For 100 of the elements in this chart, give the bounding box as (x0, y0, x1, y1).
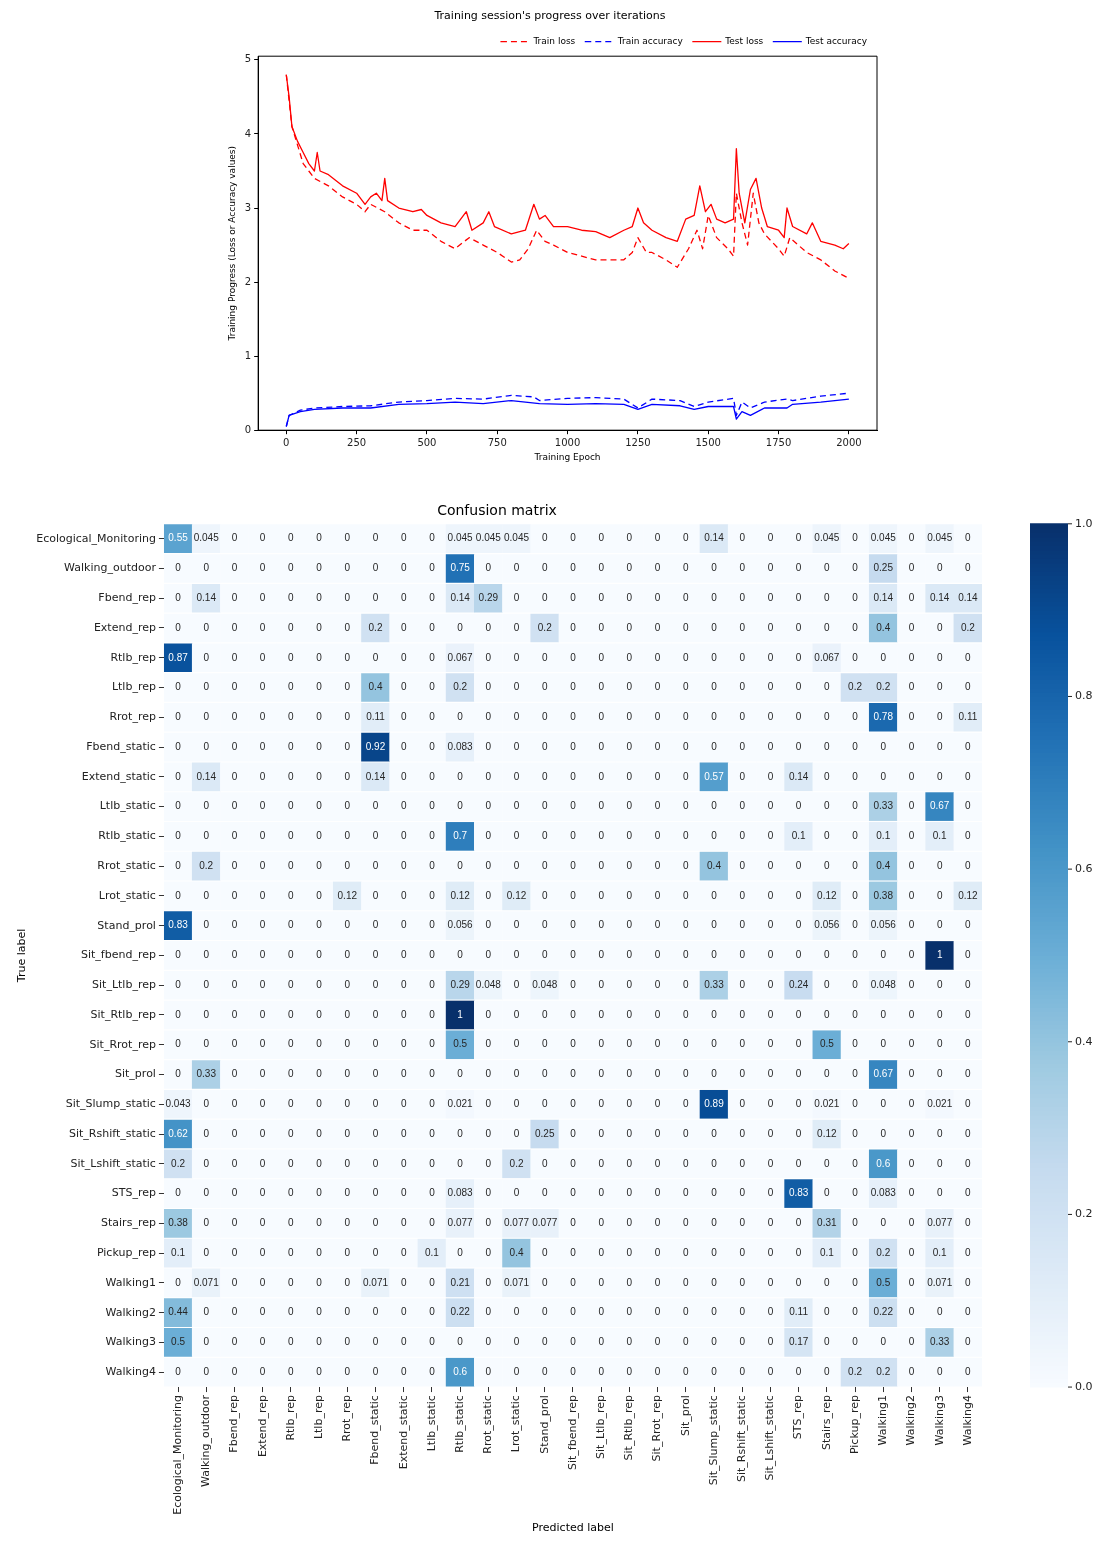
x-axis-title: Predicted label (532, 1521, 614, 1535)
data-label: 0 (598, 532, 605, 544)
data-label: 0.077 (447, 1217, 474, 1229)
data-label: 0 (654, 1008, 661, 1020)
data-label: 0 (316, 1157, 323, 1169)
data-label: 0 (316, 1217, 323, 1229)
y-tick-label: Fbend_rep (98, 591, 156, 605)
data-label: 0 (908, 1365, 915, 1377)
data-label: 0 (965, 1008, 972, 1020)
data-label: 0.12 (817, 889, 838, 901)
data-label: 0.14 (788, 770, 809, 782)
data-label: 0 (259, 532, 266, 544)
data-label: 0 (513, 1068, 520, 1080)
data-label: 0 (485, 740, 492, 752)
data-label: 0 (626, 621, 633, 633)
data-label: 0 (908, 562, 915, 574)
data-label: 0 (824, 740, 831, 752)
data-label: 0 (288, 681, 295, 693)
data-label: 0.045 (193, 532, 220, 544)
x-tick-label: Fbend_static (368, 1395, 382, 1465)
data-label: 0 (908, 1217, 915, 1229)
data-label: 0 (203, 740, 210, 752)
data-label: 0 (683, 1127, 690, 1139)
data-label: 0 (485, 919, 492, 931)
data-label: 0.12 (817, 1127, 838, 1139)
data-label: 0.2 (509, 1157, 524, 1169)
data-label: 0 (288, 711, 295, 723)
data-label: 0 (288, 651, 295, 663)
data-label: 0 (288, 770, 295, 782)
y-tick-label: Sit_Slump_static (65, 1097, 156, 1111)
data-label: 0 (175, 711, 182, 723)
data-label: 0 (400, 889, 407, 901)
data-label: 0 (683, 1008, 690, 1020)
data-label: 0 (852, 1217, 859, 1229)
data-label: 0 (767, 651, 774, 663)
data-label: 0 (316, 1365, 323, 1377)
data-label: 0 (598, 1306, 605, 1318)
data-label: 0.11 (366, 711, 386, 723)
data-label: 0 (795, 1246, 802, 1258)
data-label: 0 (570, 1038, 577, 1050)
data-label: 0 (485, 1276, 492, 1288)
data-label: 0 (852, 919, 859, 931)
data-label: 0 (626, 919, 633, 931)
data-label: 0 (654, 859, 661, 871)
data-label: 0 (654, 1217, 661, 1229)
data-label: 0 (429, 1306, 436, 1318)
data-label: 0 (739, 1306, 746, 1318)
data-label: 0 (175, 859, 182, 871)
data-label: 0 (795, 621, 802, 633)
data-label: 0 (570, 621, 577, 633)
data-label: 0 (824, 830, 831, 842)
data-label: 0 (288, 1008, 295, 1020)
data-label: 0 (852, 621, 859, 633)
data-label: 0 (795, 949, 802, 961)
data-label: 0 (429, 651, 436, 663)
data-label: 0 (400, 770, 407, 782)
data-label: 0.067 (814, 651, 840, 663)
data-label: 0.22 (873, 1306, 894, 1318)
data-label: 0.043 (165, 1098, 191, 1110)
data-label: 0 (767, 1187, 774, 1199)
data-label: 0 (852, 1008, 859, 1020)
y-tick-label: Rrot_static (97, 858, 156, 872)
y-tick-label: Sit_Rshift_static (68, 1126, 156, 1140)
data-label: 0 (344, 770, 351, 782)
data-label: 0 (739, 1038, 746, 1050)
data-label: 0 (570, 1157, 577, 1169)
data-label: 0 (908, 1008, 915, 1020)
data-label: 0 (965, 859, 972, 871)
data-label: 0 (288, 859, 295, 871)
data-label: 0 (259, 1038, 266, 1050)
data-label: 0 (288, 740, 295, 752)
data-label: 0 (908, 830, 915, 842)
data-label: 0 (203, 562, 210, 574)
data-label: 0 (288, 1127, 295, 1139)
data-label: 0 (541, 919, 548, 931)
data-label: 0 (203, 1098, 210, 1110)
data-label: 0 (513, 859, 520, 871)
data-label: 0 (457, 1127, 464, 1139)
data-label: 0 (400, 711, 407, 723)
data-label: 0 (767, 949, 774, 961)
data-label: 0 (936, 859, 943, 871)
data-label: 0 (457, 1336, 464, 1348)
y-tick-label: Walking1 (105, 1275, 156, 1289)
data-label: 0 (203, 1217, 210, 1229)
data-label: 0 (598, 1157, 605, 1169)
data-label: 0 (767, 1098, 774, 1110)
data-label: 0 (570, 681, 577, 693)
data-label: 0 (683, 1276, 690, 1288)
data-label: 0 (288, 1068, 295, 1080)
data-label: 0 (259, 800, 266, 812)
data-label: 0 (711, 651, 718, 663)
data-label: 0 (795, 1038, 802, 1050)
data-label: 0 (767, 681, 774, 693)
x-tick-label: Sit_Rrot_rep (650, 1395, 664, 1462)
data-label: 0 (965, 1276, 972, 1288)
data-label: 0 (908, 1187, 915, 1199)
y-tick-label: Sit_Ltlb_rep (92, 978, 156, 992)
data-label: 0 (541, 562, 548, 574)
data-label: 0.048 (532, 978, 558, 990)
data-label: 0 (654, 1276, 661, 1288)
